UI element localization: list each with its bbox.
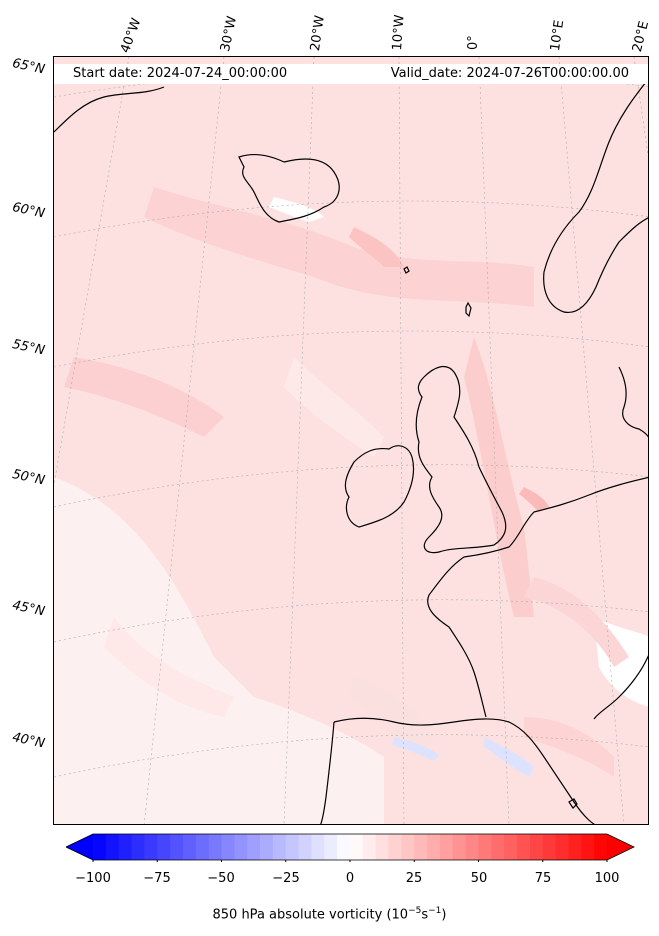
colorbar-segment: [157, 834, 171, 860]
colorbar-segment: [208, 834, 222, 860]
lat-label-40n: 40°N: [10, 730, 47, 752]
colorbar-label-end: ): [441, 907, 447, 923]
colorbar-segment: [298, 834, 312, 860]
colorbar-segment: [105, 834, 120, 860]
colorbar-tick-label: −75: [143, 871, 171, 886]
colorbar-segment: [182, 834, 197, 860]
colorbar-segment: [581, 834, 595, 860]
colorbar-segment: [414, 834, 428, 860]
colorbar: [66, 833, 635, 862]
colorbar-segment: [427, 834, 441, 860]
colorbar-label-mid: s: [421, 907, 429, 923]
colorbar-segment: [170, 834, 184, 860]
colorbar-tick-label: 100: [594, 871, 620, 886]
colorbar-tick-label: 0: [345, 871, 355, 886]
lon-label-10w: 10°W: [390, 14, 408, 52]
colorbar-tick-label: 50: [470, 871, 488, 886]
header-strip: [54, 64, 648, 84]
colorbar-segment: [247, 834, 261, 860]
colorbar-segment: [337, 834, 351, 860]
lon-label-20e: 20°E: [630, 19, 653, 54]
vorticity-field: [54, 57, 648, 824]
lat-label-60n: 60°N: [10, 200, 47, 222]
colorbar-segment: [311, 834, 325, 860]
colorbar-segment: [350, 834, 364, 860]
colorbar-segment: [504, 834, 518, 860]
colorbar-tick-label: −50: [207, 871, 235, 886]
colorbar-segment: [272, 834, 287, 860]
colorbar-segment: [144, 834, 158, 860]
colorbar-label: 850 hPa absolute vorticity (10−5s−1): [0, 906, 659, 922]
lon-label-10e: 10°E: [548, 19, 568, 53]
colorbar-segment: [324, 834, 338, 860]
colorbar-extend-min: [66, 834, 93, 860]
lat-label-55n: 55°N: [10, 337, 47, 359]
valid-date-label: Valid_date: 2024-07-26T00:00:00.00: [390, 66, 629, 81]
colorbar-segment: [594, 834, 608, 860]
colorbar-segment: [401, 834, 415, 860]
lon-label-30w: 30°W: [218, 14, 241, 54]
lon-label-0: 0°: [466, 35, 481, 50]
colorbar-segment: [131, 834, 145, 860]
colorbar-segment: [465, 834, 479, 860]
colorbar-segment: [118, 834, 133, 860]
lat-label-45n: 45°N: [10, 598, 47, 620]
lon-label-20w: 20°W: [308, 14, 328, 53]
colorbar-segment: [285, 834, 300, 860]
colorbar-label-text: 850 hPa absolute vorticity (10: [212, 907, 409, 923]
lat-label-65n: 65°N: [10, 56, 47, 78]
colorbar-segment: [452, 834, 467, 860]
colorbar-segment: [221, 834, 235, 860]
colorbar-label-exp2: −1: [428, 906, 442, 916]
colorbar-segment: [555, 834, 569, 860]
colorbar-segment: [375, 834, 390, 860]
colorbar-segment: [568, 834, 582, 860]
coastlines: [54, 78, 648, 824]
colorbar-label-exp1: −5: [408, 906, 422, 916]
colorbar-segment: [234, 834, 248, 860]
colorbar-segment: [93, 834, 107, 860]
colorbar-tick-label: 75: [534, 871, 552, 886]
colorbar-segment: [542, 834, 557, 860]
colorbar-segment: [388, 834, 402, 860]
colorbar-segment: [529, 834, 544, 860]
start-date-label: Start date: 2024-07-24_00:00:00: [73, 66, 288, 81]
colorbar-tick-label: 25: [405, 871, 423, 886]
colorbar-segment: [362, 834, 377, 860]
colorbar-segment: [260, 834, 274, 860]
colorbar-segment: [195, 834, 210, 860]
colorbar-extend-max: [607, 834, 634, 860]
lat-label-50n: 50°N: [10, 467, 47, 489]
lon-label-40w: 40°W: [118, 16, 145, 56]
vorticity-map: [54, 57, 648, 824]
colorbar-segment: [491, 834, 505, 860]
colorbar-segment: [439, 834, 454, 860]
colorbar-tick-label: −25: [272, 871, 300, 886]
colorbar-tick-label: −100: [75, 871, 111, 886]
map-frame: [53, 56, 649, 825]
colorbar-segment: [478, 834, 492, 860]
colorbar-segment: [517, 834, 531, 860]
